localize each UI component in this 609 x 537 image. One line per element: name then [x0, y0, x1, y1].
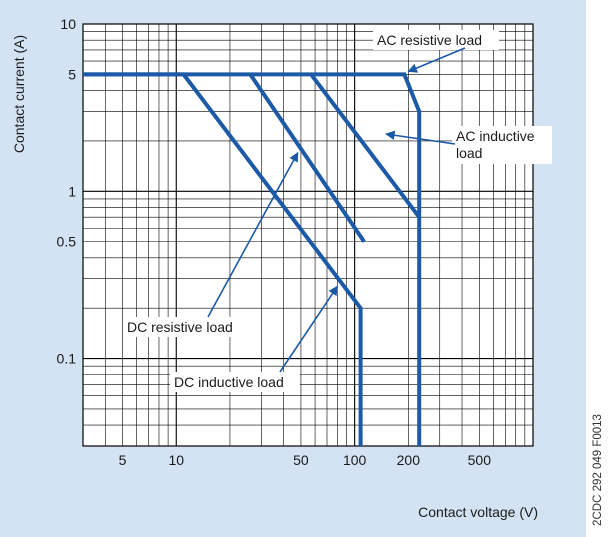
y-tick-label: 0.5	[57, 234, 77, 250]
annotation-label: AC inductive	[456, 128, 535, 144]
series-line-ac-resistive-load	[83, 72, 422, 446]
series-line-ac-inductive-load	[309, 73, 421, 219]
chart-figure: 5 10 50 100 200 500 0.1 0.5 1 5 10 AC resistive lo…	[0, 0, 586, 537]
y-tick-label: 1	[68, 183, 76, 199]
x-axis-title: Contact voltage (V)	[418, 504, 538, 520]
series-lines	[83, 72, 422, 446]
annotation-arrow	[279, 285, 339, 373]
x-tick-label: 50	[293, 452, 309, 468]
side-code: 2CDC 292 049 F0013	[592, 414, 604, 526]
side-code-text: 2CDC 292 049 F0013	[592, 414, 604, 526]
y-axis-title: Contact current (A)	[11, 35, 27, 153]
tick-labels: 5 10 50 100 200 500 0.1 0.5 1 5 10	[57, 16, 492, 468]
x-tick-label: 100	[343, 452, 367, 468]
annotation-box	[123, 317, 249, 337]
annotation-arrow	[385, 130, 456, 145]
annotation-label: AC resistive load	[377, 32, 482, 48]
annotation-label: DC inductive load	[174, 374, 284, 390]
chart-svg: 5 10 50 100 200 500 0.1 0.5 1 5 10 AC resistive lo…	[11, 16, 552, 520]
annotation-box	[373, 30, 499, 50]
annotation-box	[452, 126, 552, 164]
annotation-box	[170, 372, 300, 392]
annotation-arrow	[207, 151, 299, 318]
x-tick-label: 5	[119, 452, 127, 468]
plot-frame	[82, 23, 534, 447]
annotation-label: DC resistive load	[127, 319, 233, 335]
y-tick-label: 0.1	[57, 351, 77, 367]
x-tick-label: 10	[168, 452, 184, 468]
annotation-label: load	[456, 145, 482, 161]
y-tick-label: 10	[60, 16, 76, 32]
x-tick-label: 200	[397, 452, 421, 468]
series-line-dc-resistive-load	[248, 73, 366, 243]
y-tick-label: 5	[68, 66, 76, 82]
x-tick-label: 500	[468, 452, 492, 468]
annotation-arrow	[407, 47, 466, 73]
plot-background	[83, 24, 533, 446]
